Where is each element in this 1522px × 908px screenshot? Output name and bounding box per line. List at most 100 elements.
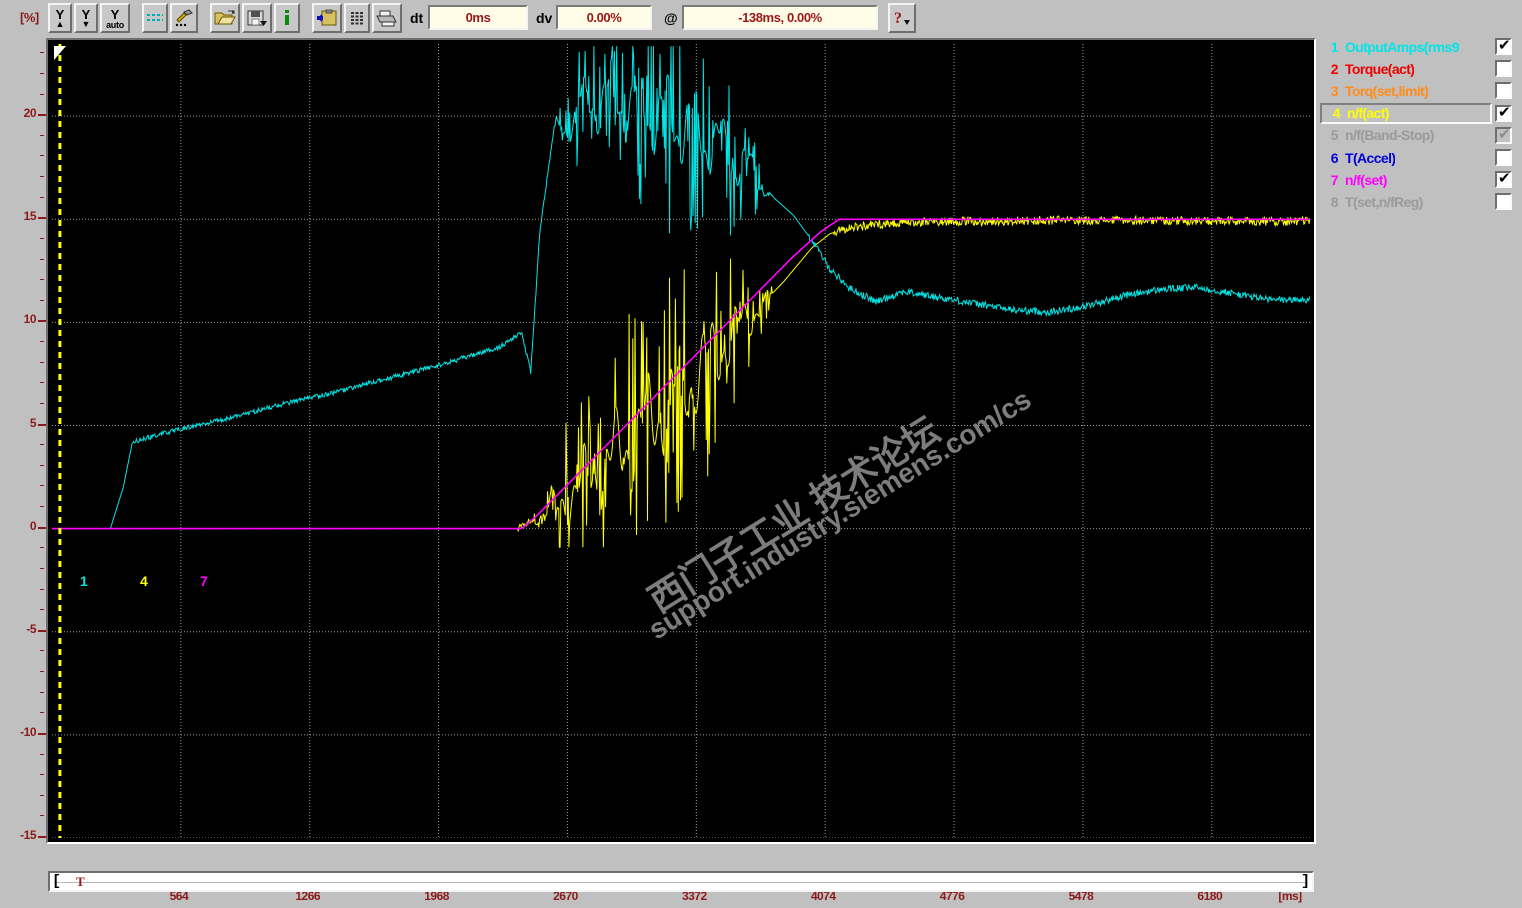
checkmark-icon: ✔: [1498, 102, 1511, 121]
help-question-icon: ?: [894, 10, 910, 27]
legend-row-inner: 2 Torque(act): [1320, 58, 1492, 79]
legend-checkbox-1[interactable]: ✔: [1495, 37, 1512, 55]
checkmark-icon: ✔: [1498, 124, 1511, 143]
y-minor-tick: [40, 547, 44, 549]
y-major-tick: [38, 732, 46, 735]
y-minor-tick: [40, 794, 44, 796]
y-major-tick: [38, 629, 46, 632]
y-minor-tick: [40, 196, 44, 198]
scrollbar-left-handle[interactable]: [: [52, 873, 62, 890]
legend-index: 5: [1330, 127, 1339, 144]
y-minor-tick: [40, 691, 44, 693]
legend-row-4[interactable]: 4 n/f(act) ✔: [1318, 102, 1522, 125]
y-scale-down-button[interactable]: Y ▼: [74, 3, 98, 33]
checkmark-icon: ✔: [1498, 169, 1511, 188]
y-minor-tick: [40, 382, 44, 384]
legend-row-inner: 3 Torq(set,limit): [1320, 80, 1492, 101]
line-style-button[interactable]: [142, 3, 168, 33]
copy-clipboard-button[interactable]: [312, 3, 342, 33]
legend-row-3[interactable]: 3 Torq(set,limit): [1318, 80, 1522, 102]
y-minor-tick: [40, 72, 44, 74]
legend-index: 6: [1330, 149, 1339, 166]
y-minor-tick: [40, 464, 44, 466]
legend-row-8[interactable]: 8 T(set,n/fReg): [1318, 191, 1522, 213]
legend-label: Torque(act): [1345, 60, 1415, 77]
y-tick-label: -10: [20, 724, 36, 739]
y-major-tick: [38, 836, 46, 838]
legend-row-2[interactable]: 2 Torque(act): [1318, 58, 1522, 80]
y-axis: 20 15 10 5 0 -5 -10 -15: [0, 36, 46, 844]
legend-row-5[interactable]: 5 n/f(Band-Stop) ✔: [1318, 125, 1522, 147]
y-down-icon: Y ▼: [81, 7, 91, 29]
trigger-marker[interactable]: T: [76, 874, 85, 889]
y-scale-up-button[interactable]: Y ▲: [48, 3, 72, 33]
svg-text:?: ?: [894, 10, 902, 27]
table-view-button[interactable]: [344, 3, 370, 33]
horizontal-scrollbar[interactable]: [ ] T: [48, 871, 1314, 892]
y-minor-tick: [40, 753, 44, 755]
y-minor-tick: [40, 712, 44, 714]
legend-label: T(Accel): [1345, 149, 1396, 166]
y-minor-tick: [40, 485, 44, 487]
scrollbar-right-handle[interactable]: ]: [1301, 873, 1311, 890]
y-tick-label: 20: [23, 106, 37, 121]
dt-field[interactable]: 0ms: [428, 5, 528, 30]
legend-row-inner: 8 T(set,n/fReg): [1320, 191, 1492, 212]
legend-index: 2: [1330, 60, 1339, 77]
y-minor-tick: [40, 506, 44, 508]
dv-label: dv: [536, 10, 553, 26]
y-minor-tick: [40, 134, 44, 136]
legend-row-inner: 7 n/f(set): [1320, 169, 1492, 190]
legend-label: n/f(set): [1345, 171, 1387, 188]
legend-label: Torq(set,limit): [1345, 82, 1429, 99]
y-minor-tick: [40, 650, 44, 652]
legend-row-7[interactable]: 7 n/f(set) ✔: [1318, 169, 1522, 191]
y-minor-tick: [40, 299, 44, 301]
legend-checkbox-6[interactable]: [1495, 149, 1512, 166]
y-tick-label: 5: [29, 415, 37, 430]
trace-marker-1: 1: [80, 573, 88, 589]
info-button[interactable]: [274, 3, 300, 33]
print-button[interactable]: [372, 3, 402, 33]
legend-label: OutputAmps(rms9: [1345, 38, 1459, 55]
open-file-button[interactable]: [210, 3, 240, 33]
legend-checkbox-8[interactable]: [1495, 193, 1512, 211]
open-folder-icon: [214, 10, 236, 25]
dashed-lines-icon: [147, 14, 163, 21]
legend-checkbox-5[interactable]: ✔: [1495, 124, 1512, 144]
y-minor-tick: [40, 567, 44, 569]
legend-checkbox-4[interactable]: ✔: [1495, 102, 1512, 122]
help-button[interactable]: ?: [888, 3, 916, 33]
y-minor-tick: [40, 609, 44, 611]
legend-index: 8: [1330, 193, 1339, 210]
legend-checkbox-2[interactable]: [1495, 60, 1512, 78]
trace-graphics: 1 4 7: [52, 44, 1310, 838]
trace-marker-4: 4: [140, 573, 148, 589]
legend-row-1[interactable]: 1 OutputAmps(rms9 ✔: [1318, 36, 1522, 58]
legend-row-6[interactable]: 6 T(Accel): [1318, 147, 1522, 169]
hammer-wrench-icon: [175, 9, 193, 27]
y-minor-tick: [40, 258, 44, 260]
legend-label: n/f(Band-Stop): [1345, 127, 1434, 144]
legend-index: 1: [1330, 38, 1339, 55]
printer-icon: [376, 10, 397, 27]
y-minor-tick: [40, 444, 44, 446]
legend-checkbox-3[interactable]: [1495, 82, 1512, 100]
y-minor-tick: [40, 279, 44, 281]
save-file-button[interactable]: [242, 3, 272, 33]
dv-field[interactable]: 0.00%: [556, 5, 652, 30]
scrollbar-track: [54, 882, 1308, 883]
y-minor-tick: [40, 815, 44, 817]
clipboard-paste-icon: [317, 9, 337, 26]
legend-row-inner: 1 OutputAmps(rms9: [1320, 36, 1492, 57]
settings-tools-button[interactable]: [170, 3, 198, 33]
trace-marker-7: 7: [200, 573, 208, 589]
legend-index: 7: [1330, 171, 1339, 188]
legend-checkbox-7[interactable]: ✔: [1495, 169, 1512, 189]
y-minor-tick: [40, 52, 44, 54]
cursor-position-field[interactable]: -138ms, 0.00%: [682, 5, 878, 30]
